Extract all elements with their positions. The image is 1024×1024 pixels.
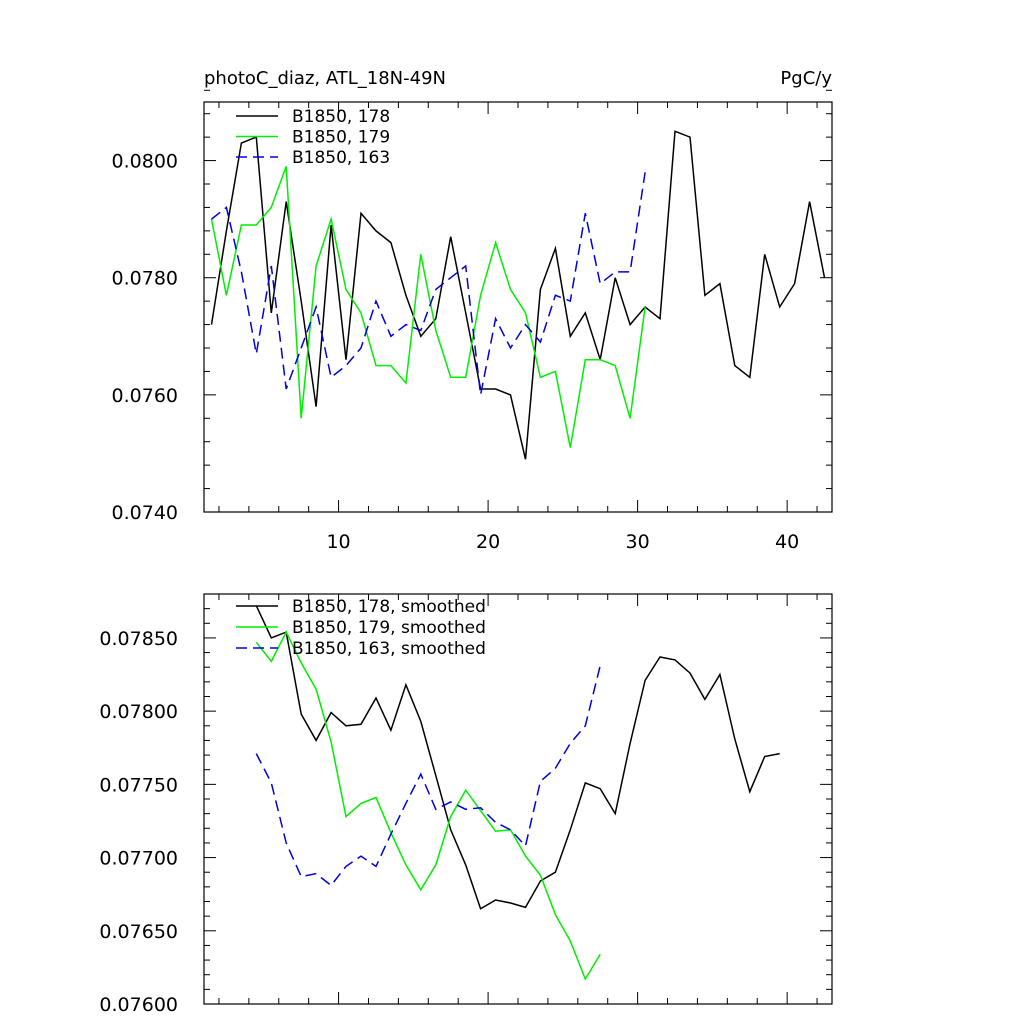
- bottom-panel: 0.07600 0.07650 0.07700 0.07750 0.07800 0.078…: [99, 593, 833, 1016]
- series-line-1: [210, 166, 646, 448]
- legend-label: B1850, 163: [292, 148, 390, 168]
- legend-label: B1850, 178, smoothed: [292, 597, 486, 617]
- y-tick-label: 0.07850: [99, 628, 178, 650]
- series-line-2: [211, 172, 646, 396]
- legend-label: B1850, 179: [292, 128, 390, 148]
- y-tick-label: 0.07650: [99, 921, 178, 943]
- y-tick-label: 0.0800: [112, 151, 178, 173]
- units-label: PgC/y: [780, 68, 832, 89]
- x-tick-label: 10: [326, 531, 350, 553]
- series-line-0: [210, 130, 826, 460]
- y-tick-label: 0.07600: [99, 994, 178, 1016]
- y-tick-label: 0.0760: [112, 385, 178, 407]
- y-tick-label: 0.07800: [99, 701, 178, 723]
- y-tick-label: 0.07700: [99, 848, 178, 870]
- x-tick-label: 40: [775, 531, 799, 553]
- x-tick-label: 30: [626, 531, 650, 553]
- legend-label: B1850, 163, smoothed: [292, 639, 486, 659]
- series-line-1: [255, 630, 601, 981]
- legend-label: B1850, 179, smoothed: [292, 618, 486, 638]
- series-line-0: [255, 605, 780, 910]
- top-panel: 10 20 30 40 0.0740 0.0760 0.0780 0.0800 photoC_d…: [112, 68, 833, 553]
- series-line-2: [255, 665, 601, 887]
- y-tick-label: 0.0740: [112, 502, 178, 524]
- legend-label: B1850, 178: [292, 107, 390, 127]
- chart-title: photoC_diaz, ATL_18N-49N: [204, 68, 446, 89]
- y-tick-label: 0.07750: [99, 774, 178, 796]
- x-tick-label: 20: [476, 531, 500, 553]
- y-tick-label: 0.0780: [112, 268, 178, 290]
